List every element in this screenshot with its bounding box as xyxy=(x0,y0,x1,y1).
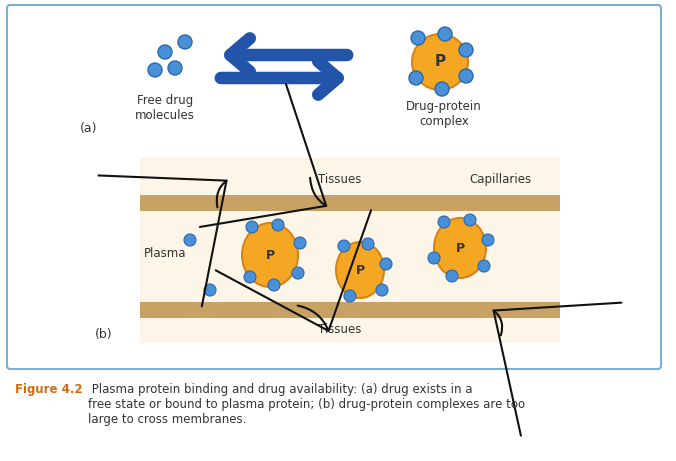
Bar xyxy=(140,211,560,302)
Text: (a): (a) xyxy=(80,122,97,135)
Circle shape xyxy=(438,216,450,228)
Circle shape xyxy=(409,71,423,85)
Circle shape xyxy=(272,219,284,231)
Bar xyxy=(140,302,560,318)
Circle shape xyxy=(178,35,192,49)
Bar xyxy=(140,195,560,211)
Circle shape xyxy=(438,27,452,41)
Text: Free drug
molecules: Free drug molecules xyxy=(135,94,195,122)
Text: Plasma protein binding and drug availability: (a) drug exists in a
free state or: Plasma protein binding and drug availabi… xyxy=(88,383,525,426)
Text: Drug-protein
complex: Drug-protein complex xyxy=(406,100,482,128)
Text: P: P xyxy=(435,54,445,70)
Circle shape xyxy=(362,238,374,250)
Circle shape xyxy=(412,34,468,90)
Circle shape xyxy=(338,240,350,252)
Circle shape xyxy=(246,221,258,233)
Ellipse shape xyxy=(336,242,384,298)
Text: Capillaries: Capillaries xyxy=(469,173,531,186)
Circle shape xyxy=(478,260,490,272)
Ellipse shape xyxy=(242,223,298,287)
FancyBboxPatch shape xyxy=(7,5,661,369)
Ellipse shape xyxy=(434,218,486,278)
Circle shape xyxy=(482,234,494,246)
Circle shape xyxy=(411,31,425,45)
Text: P: P xyxy=(456,242,464,254)
Text: (b): (b) xyxy=(95,328,113,341)
Circle shape xyxy=(459,69,473,83)
Text: P: P xyxy=(356,264,364,277)
Circle shape xyxy=(158,45,172,59)
Circle shape xyxy=(344,290,356,302)
Circle shape xyxy=(292,267,304,279)
Circle shape xyxy=(446,270,458,282)
Text: Tissues: Tissues xyxy=(318,173,362,186)
Circle shape xyxy=(380,258,392,270)
Text: Figure 4.2: Figure 4.2 xyxy=(15,383,82,396)
Circle shape xyxy=(268,279,280,291)
Text: P: P xyxy=(266,248,274,261)
Circle shape xyxy=(464,214,476,226)
Circle shape xyxy=(244,271,256,283)
Circle shape xyxy=(459,43,473,57)
Circle shape xyxy=(168,61,182,75)
Circle shape xyxy=(435,82,449,96)
Circle shape xyxy=(184,234,196,246)
Bar xyxy=(140,158,560,343)
Text: Tissues: Tissues xyxy=(318,323,362,336)
Text: Plasma: Plasma xyxy=(144,247,187,260)
Circle shape xyxy=(148,63,162,77)
Circle shape xyxy=(376,284,388,296)
Circle shape xyxy=(294,237,306,249)
Circle shape xyxy=(428,252,440,264)
Circle shape xyxy=(204,284,216,296)
